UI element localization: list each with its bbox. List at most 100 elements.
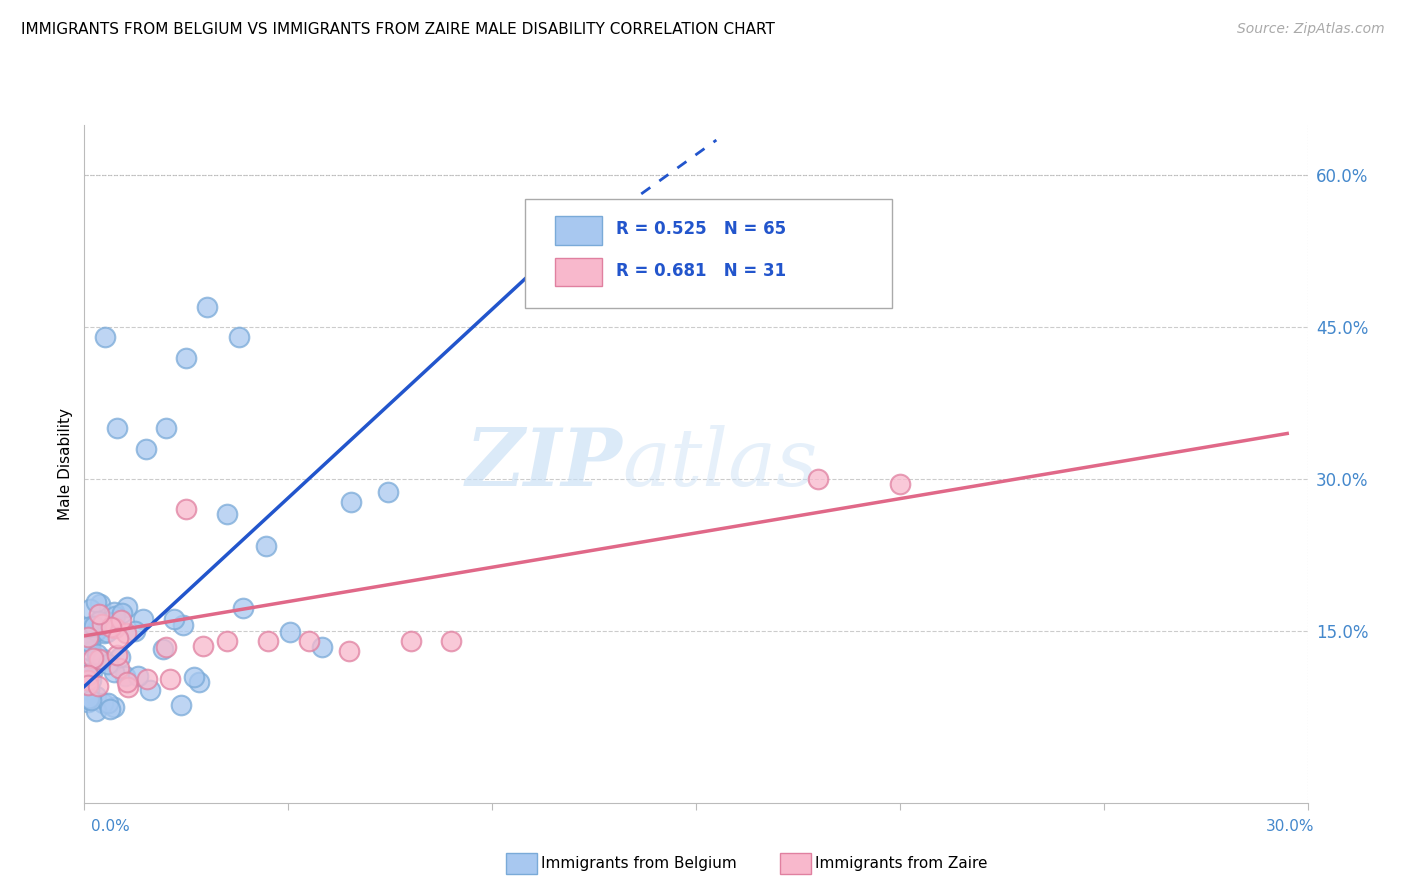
Point [91, 652, 114, 666]
Point [117, 600, 139, 615]
Point [807, 472, 830, 486]
Point [399, 634, 422, 648]
Point [100, 620, 122, 634]
Point [117, 674, 139, 689]
Point [77, 691, 100, 706]
Point [93, 626, 115, 640]
Point [111, 606, 134, 620]
Point [96, 625, 118, 640]
Text: Source: ZipAtlas.com: Source: ZipAtlas.com [1237, 22, 1385, 37]
Point [228, 330, 250, 344]
Point [77, 668, 100, 682]
Text: Immigrants from Zaire: Immigrants from Zaire [815, 856, 988, 871]
Text: ZIP: ZIP [465, 425, 623, 502]
Point [105, 421, 128, 435]
Point [131, 613, 153, 627]
Point [114, 626, 136, 640]
Point [257, 634, 280, 648]
Point [108, 661, 131, 675]
Point [152, 642, 174, 657]
Text: R = 0.525   N = 65: R = 0.525 N = 65 [616, 219, 786, 237]
Point [79, 602, 101, 616]
Point [278, 624, 301, 639]
Point [77, 620, 100, 634]
FancyBboxPatch shape [524, 200, 891, 308]
Point [84, 624, 107, 638]
Point [298, 634, 321, 648]
Point [339, 644, 360, 658]
Point [79, 635, 101, 649]
Point [124, 624, 146, 638]
Text: atlas: atlas [623, 425, 818, 502]
Point [84, 704, 107, 718]
Point [91, 697, 114, 711]
Point [91, 617, 114, 632]
Point [77, 682, 100, 697]
Point [159, 672, 181, 686]
Point [77, 695, 100, 709]
Y-axis label: Male Disability: Male Disability [58, 408, 73, 520]
Text: 0.0%: 0.0% [91, 820, 131, 834]
Point [77, 691, 100, 706]
Point [86, 647, 108, 661]
Point [97, 615, 120, 630]
Point [84, 689, 107, 703]
Text: 30.0%: 30.0% [1267, 820, 1315, 834]
Point [155, 421, 177, 435]
Point [377, 484, 399, 499]
Point [195, 300, 218, 314]
Point [170, 698, 193, 712]
Point [82, 650, 104, 665]
Point [191, 639, 214, 653]
Point [232, 601, 254, 615]
FancyBboxPatch shape [555, 258, 602, 286]
Point [114, 668, 136, 682]
Point [103, 605, 125, 619]
Point [172, 618, 194, 632]
Point [104, 619, 127, 633]
Point [440, 634, 463, 648]
Point [110, 613, 132, 627]
Point [135, 442, 157, 456]
Text: IMMIGRANTS FROM BELGIUM VS IMMIGRANTS FROM ZAIRE MALE DISABILITY CORRELATION CHA: IMMIGRANTS FROM BELGIUM VS IMMIGRANTS FR… [21, 22, 775, 37]
Point [77, 630, 100, 644]
Point [104, 621, 127, 635]
Point [174, 502, 197, 516]
Point [97, 657, 120, 672]
Point [339, 495, 361, 509]
Point [93, 330, 115, 344]
Point [162, 612, 184, 626]
Point [187, 674, 209, 689]
Point [77, 633, 100, 648]
Point [254, 539, 277, 553]
Point [87, 679, 110, 693]
Point [183, 670, 205, 684]
Point [127, 668, 149, 682]
Point [80, 673, 103, 688]
Text: R = 0.681   N = 31: R = 0.681 N = 31 [616, 261, 786, 279]
Point [97, 697, 120, 711]
Point [136, 673, 159, 687]
Point [117, 680, 139, 694]
Point [104, 608, 127, 623]
Point [77, 678, 100, 692]
Point [311, 640, 333, 654]
Point [889, 477, 911, 491]
Point [77, 673, 100, 687]
Point [103, 699, 125, 714]
Text: Immigrants from Belgium: Immigrants from Belgium [541, 856, 737, 871]
Point [80, 692, 103, 706]
Point [174, 351, 197, 365]
Point [155, 640, 177, 655]
Point [103, 665, 125, 679]
Point [83, 619, 105, 633]
Point [77, 668, 100, 682]
Point [79, 638, 101, 652]
Point [98, 702, 121, 716]
Point [77, 661, 100, 675]
Point [87, 652, 110, 666]
Point [107, 631, 129, 645]
Point [80, 644, 103, 658]
Point [87, 607, 110, 621]
FancyBboxPatch shape [555, 217, 602, 245]
